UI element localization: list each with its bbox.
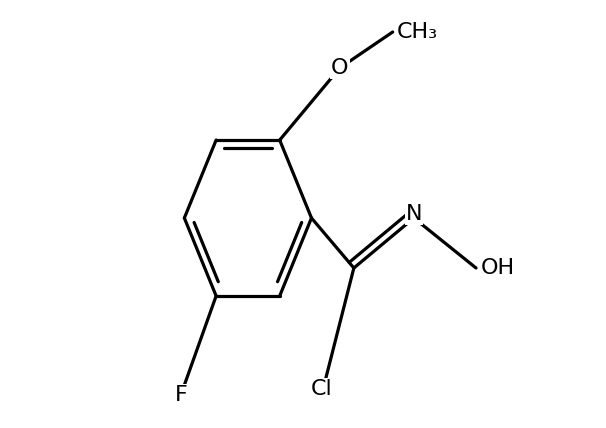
Text: OH: OH: [481, 258, 514, 278]
Text: F: F: [175, 385, 187, 405]
Text: N: N: [405, 204, 422, 224]
Text: Cl: Cl: [311, 379, 333, 399]
Text: CH₃: CH₃: [397, 22, 438, 42]
Text: O: O: [331, 58, 348, 78]
